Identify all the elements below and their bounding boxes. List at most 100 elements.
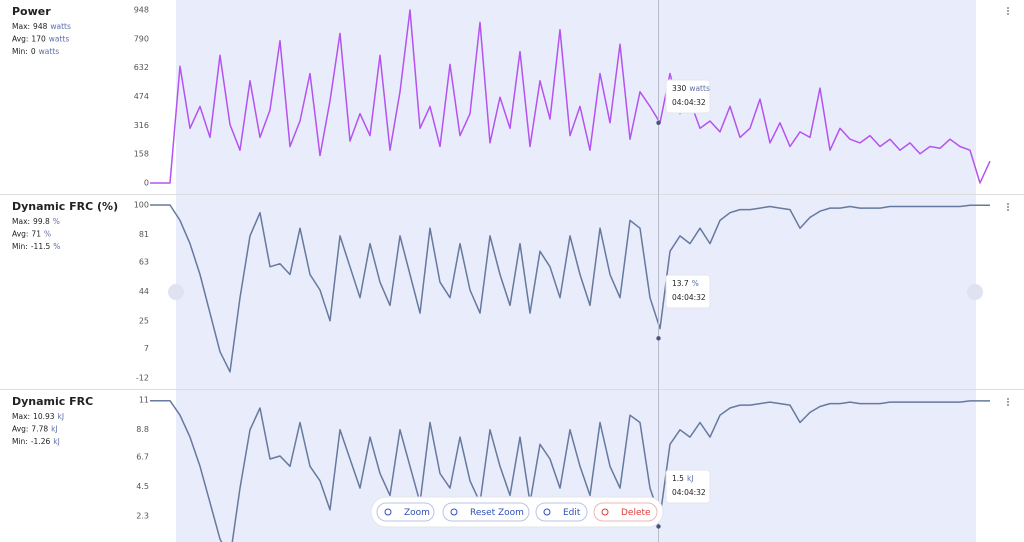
tooltip	[665, 469, 711, 504]
y-tick-label: 7	[144, 344, 149, 353]
tooltip	[665, 274, 711, 309]
stat-value: 0	[31, 47, 36, 56]
button-outline[interactable]	[442, 502, 530, 522]
stat-label: Max:	[12, 412, 30, 421]
chart-title: Power	[12, 5, 51, 18]
stat-value: 948	[33, 22, 48, 31]
stat: Min: -1.26 kJ	[12, 437, 60, 446]
y-tick-label: 6.7	[136, 453, 149, 462]
stat: Min: 0 watts	[12, 47, 59, 56]
stat-unit: watts	[49, 35, 70, 44]
tooltip-time: 04:04:32	[672, 488, 706, 497]
stat: Avg: 71%	[12, 230, 51, 239]
cursor-dot	[656, 336, 661, 341]
button-icon[interactable]	[601, 508, 609, 516]
cursor-dot	[656, 524, 661, 529]
stat: Avg: 7.78 kJ	[12, 425, 58, 434]
tooltip-time: 04:04:32	[672, 98, 706, 107]
button-outline[interactable]	[376, 502, 435, 522]
stat: Min: -11.5%	[12, 242, 60, 251]
tooltip-time: 04:04:32	[672, 293, 706, 302]
stat-unit: %	[53, 217, 60, 226]
button-label[interactable]: Reset Zoom	[470, 508, 524, 518]
stat-value: 7.78	[31, 425, 48, 434]
tooltip-unit: %	[692, 279, 699, 288]
stat-unit: kJ	[53, 437, 60, 446]
series-line	[150, 9, 991, 184]
y-tick-label: 81	[139, 230, 149, 239]
stat-unit: kJ	[58, 412, 65, 421]
button-label[interactable]: Edit	[563, 508, 581, 518]
stat-unit: watts	[50, 22, 71, 31]
button-outline[interactable]	[535, 502, 588, 522]
tooltip-number: 1.5	[672, 474, 684, 483]
tooltip	[665, 79, 711, 114]
series-line	[150, 204, 990, 373]
tooltip-value: 13.7%	[672, 279, 699, 288]
chart-title: Dynamic FRC (%)	[12, 200, 118, 213]
stat: Max: 10.93 kJ	[12, 412, 64, 421]
stat: Max: 99.8%	[12, 217, 60, 226]
stat-unit: %	[53, 242, 60, 251]
button-label[interactable]: Zoom	[404, 508, 430, 518]
button-icon[interactable]	[384, 508, 392, 516]
tooltip-unit: watts	[689, 84, 710, 93]
zoom-selection	[176, 0, 976, 542]
stat-value: 170	[31, 35, 46, 44]
button-outline[interactable]	[593, 502, 658, 522]
y-tick-label: 790	[134, 34, 149, 43]
y-tick-label: 632	[134, 63, 149, 72]
stat-label: Max:	[12, 22, 30, 31]
stat-unit: kJ	[51, 425, 58, 434]
plots	[150, 9, 991, 542]
stat-label: Min:	[12, 242, 28, 251]
series-line	[150, 399, 990, 542]
toolbar-button[interactable]: Reset Zoom	[442, 502, 530, 522]
drag-handles[interactable]	[168, 284, 983, 300]
cursor-dot	[656, 120, 661, 125]
stat: Avg: 170 watts	[12, 35, 69, 44]
chart-title: Dynamic FRC	[12, 395, 93, 408]
y-tick-label: 8.8	[136, 425, 149, 434]
y-tick-label: 2.3	[136, 511, 149, 520]
menu-icons[interactable]	[1007, 7, 1009, 406]
tooltip-number: 330	[672, 84, 687, 93]
y-tick-label: -12	[136, 374, 149, 383]
y-tick-label: 474	[134, 92, 149, 101]
stat-value: -1.26	[31, 437, 51, 446]
button-icon[interactable]	[543, 508, 551, 516]
toolbar-button[interactable]: Zoom	[376, 502, 435, 522]
stat-label: Avg:	[12, 230, 28, 239]
stat-label: Min:	[12, 437, 28, 446]
stat-label: Avg:	[12, 35, 28, 44]
stat-value: 10.93	[33, 412, 55, 421]
y-tick-label: 948	[134, 6, 149, 15]
tooltip-value: 1.5 kJ	[672, 474, 694, 483]
stat-label: Min:	[12, 47, 28, 56]
tooltip-value: 330 watts	[672, 84, 710, 93]
stat-value: -11.5	[31, 242, 51, 251]
toolbar-buttons: Zoom Reset Zoom Edit Delete	[376, 502, 658, 522]
stat-unit: watts	[39, 47, 60, 56]
stat-unit: %	[44, 230, 51, 239]
overlays: 330 watts 04:04:32 13.7 % 04:04:32 1.5 kJ 04:04:…	[656, 79, 711, 529]
tooltip-number: 13.7	[672, 279, 689, 288]
y-tick-label: 4.5	[136, 482, 149, 491]
y-tick-label: 100	[134, 201, 149, 210]
y-tick-label: 0	[144, 179, 149, 188]
stat: Max: 948 watts	[12, 22, 71, 31]
stat-value: 99.8	[33, 217, 50, 226]
button-label[interactable]: Delete	[621, 508, 651, 518]
y-tick-label: 44	[139, 287, 149, 296]
y-tick-label: 63	[139, 258, 149, 267]
stat-label: Max:	[12, 217, 30, 226]
toolbar-button[interactable]: Edit	[535, 502, 588, 522]
tooltip-unit: kJ	[687, 474, 694, 483]
y-tick-label: 158	[134, 150, 149, 159]
stat-label: Avg:	[12, 425, 28, 434]
toolbar-button[interactable]: Delete	[593, 502, 658, 522]
y-tick-label: 25	[139, 316, 149, 325]
button-icon[interactable]	[450, 508, 458, 516]
